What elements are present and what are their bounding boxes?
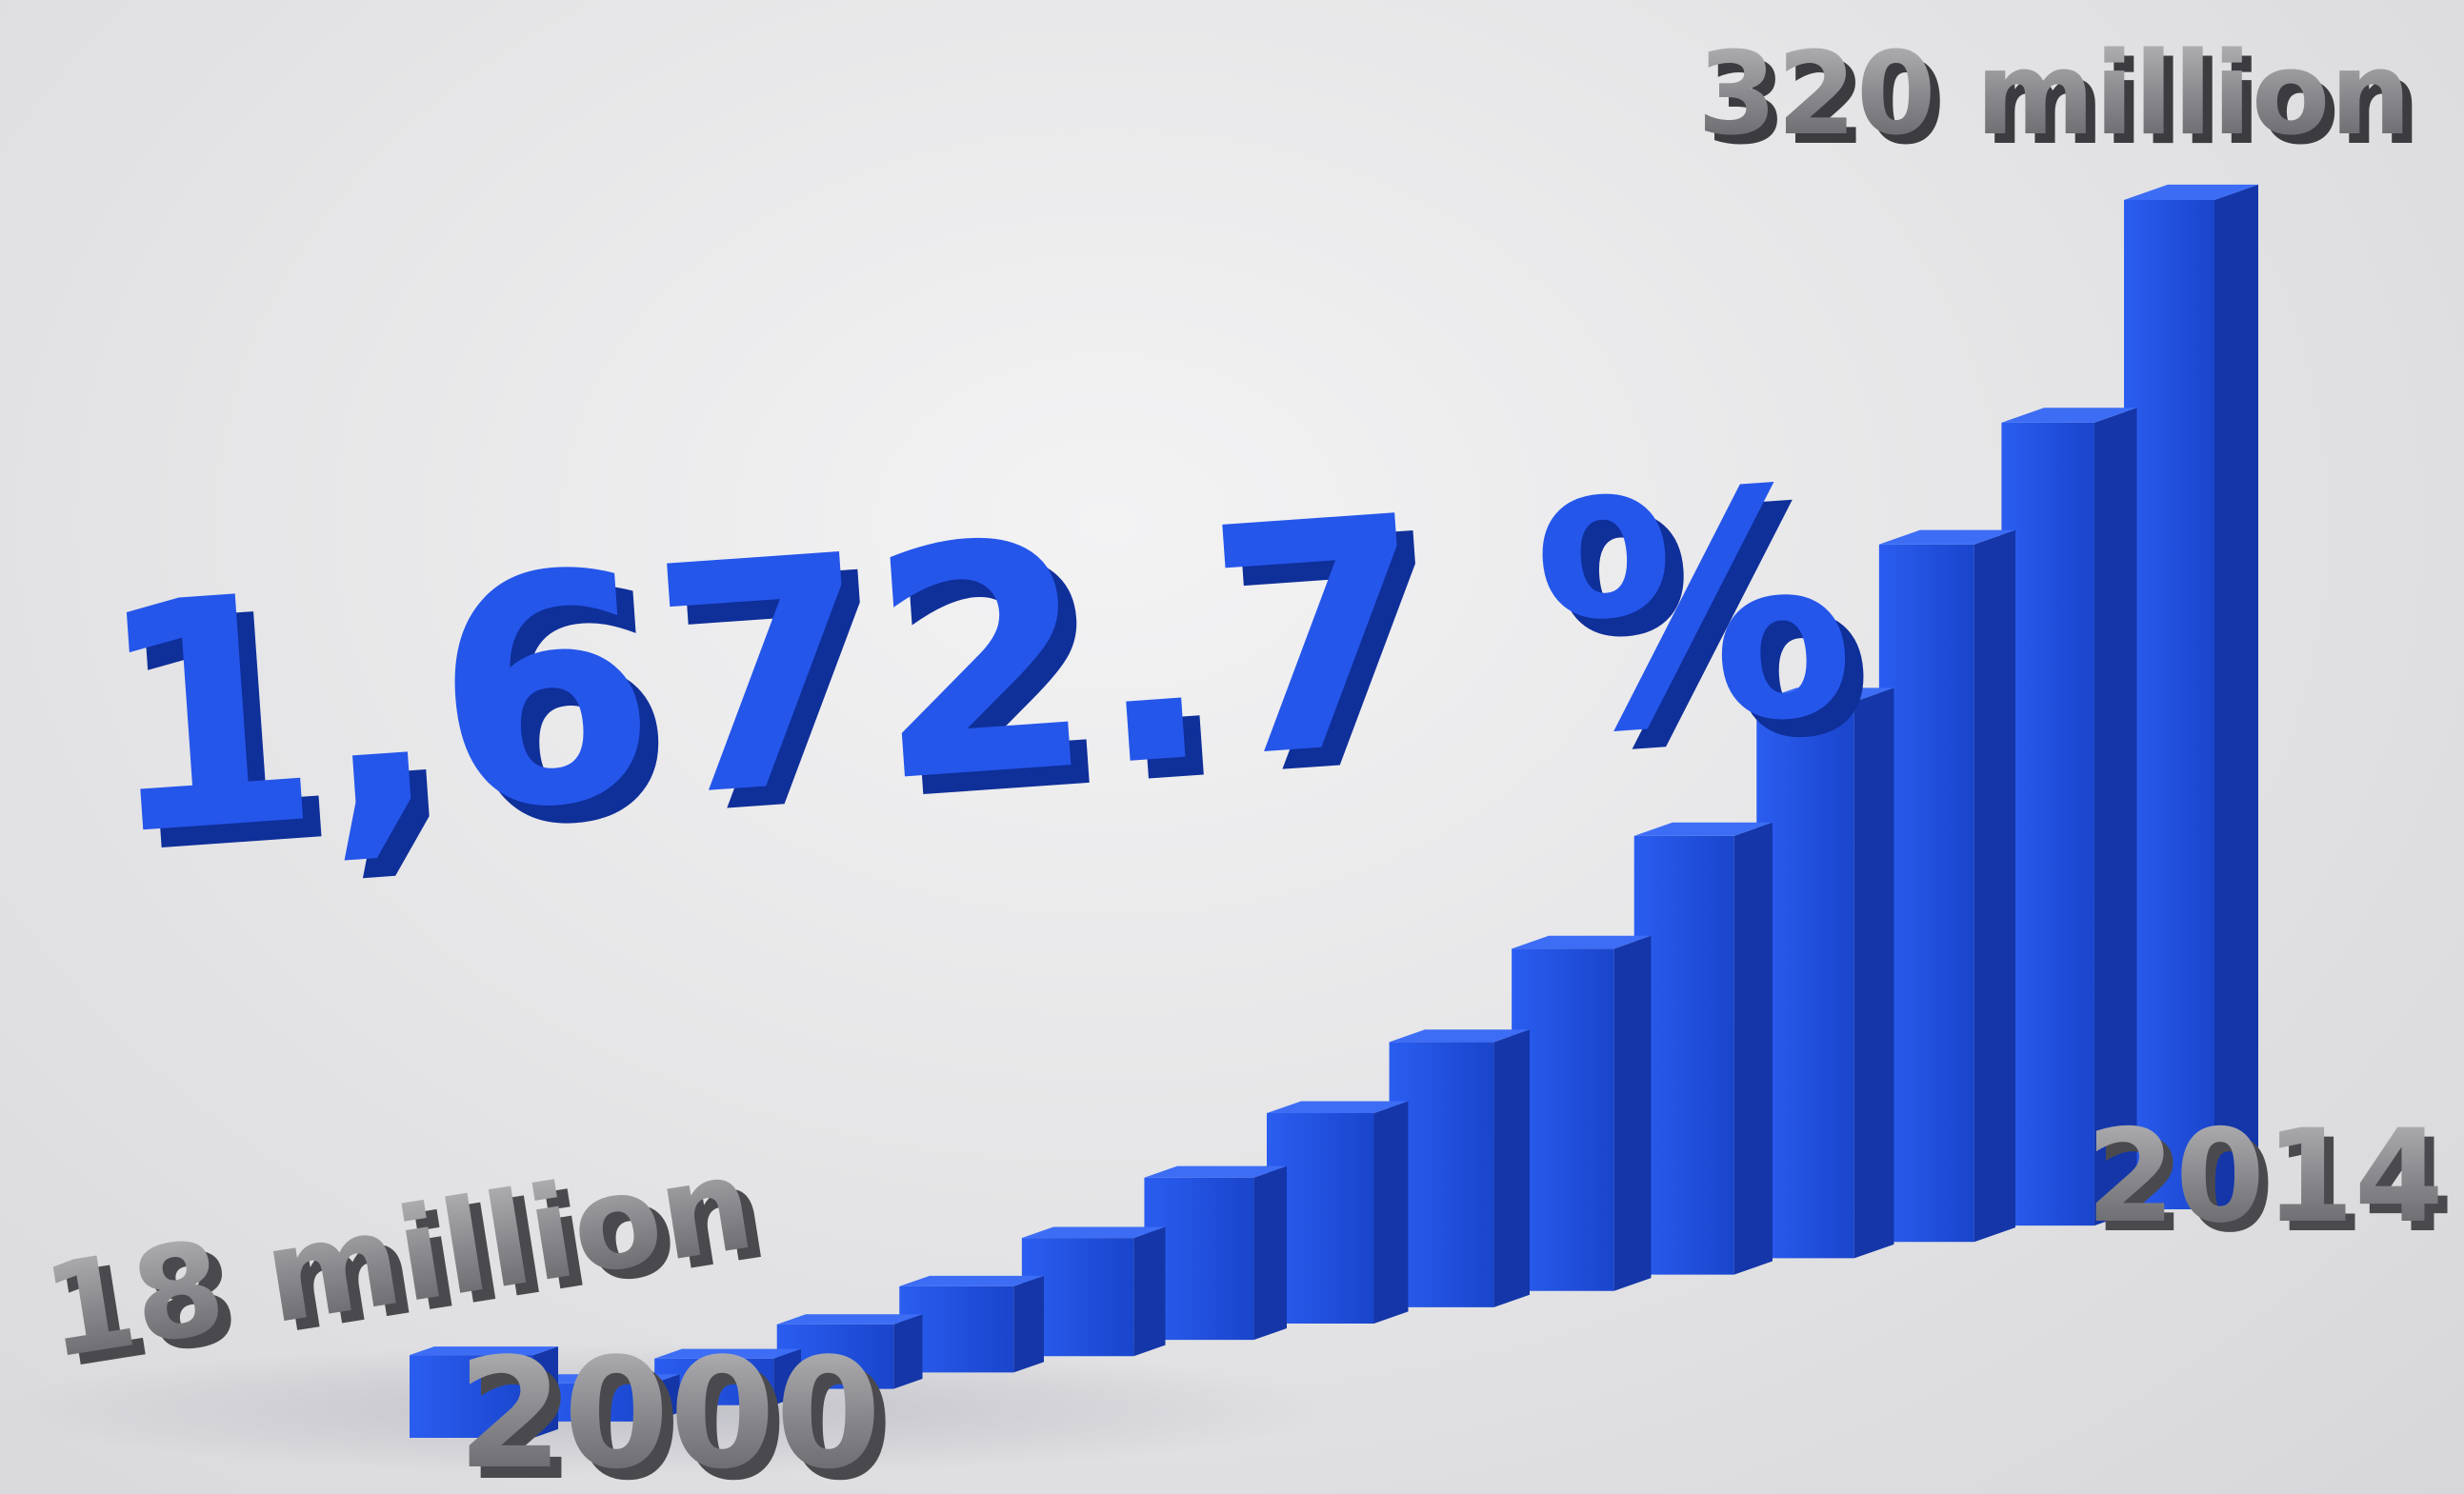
- bar-front: [1021, 1238, 1134, 1357]
- bar-front: [1389, 1042, 1494, 1307]
- end-value-label: 320 million 320 million: [1697, 29, 2421, 170]
- bar-top: [654, 1348, 801, 1359]
- growth-percent-text: 1,672.7 %: [86, 419, 1864, 906]
- bar-2009: [1512, 935, 1652, 1291]
- bar-side: [653, 1374, 680, 1422]
- bar-front: [654, 1358, 774, 1405]
- bar-side: [1373, 1101, 1409, 1324]
- bar-2012: [1878, 529, 2015, 1243]
- start-year-text: 2000: [457, 1325, 881, 1494]
- bar-top: [1512, 935, 1652, 949]
- bar-side: [1973, 529, 2015, 1243]
- bar-top: [2001, 408, 2137, 423]
- bar-top: [1144, 1165, 1287, 1178]
- end-year-text: 2014: [2086, 1102, 2444, 1251]
- bar-top: [899, 1275, 1044, 1286]
- bar-side: [2093, 408, 2137, 1226]
- bar-2008: [1389, 1029, 1530, 1307]
- bar-2013: [2001, 408, 2137, 1226]
- bar-side: [893, 1314, 923, 1389]
- bar-group: [410, 184, 2258, 1438]
- bar-2010: [1633, 822, 1773, 1275]
- end-value-extrude: 320 million: [1707, 38, 2421, 170]
- bar-2007: [1267, 1101, 1409, 1324]
- bar-side: [1613, 935, 1652, 1291]
- bar-2000: [410, 1346, 558, 1438]
- bar-front: [1633, 835, 1734, 1275]
- bar-top: [410, 1346, 558, 1356]
- bar-top: [776, 1314, 923, 1325]
- bar-2001: [531, 1374, 680, 1422]
- bar-2002: [654, 1348, 801, 1405]
- bar-2005: [1021, 1226, 1166, 1357]
- bar-front: [1144, 1177, 1254, 1341]
- bar-front: [1756, 702, 1854, 1259]
- bar-front: [531, 1383, 654, 1422]
- bar-top: [1756, 687, 1894, 703]
- bar-side: [1133, 1226, 1166, 1357]
- bar-side: [533, 1346, 558, 1438]
- bar-2003: [776, 1314, 923, 1389]
- bar-2004: [899, 1275, 1044, 1373]
- bar-top: [2124, 184, 2258, 200]
- growth-percent-label: 1,672.7 % 1,672.7 %: [86, 419, 1882, 924]
- end-value-text: 320 million: [1697, 29, 2412, 161]
- bar-top: [1878, 529, 2015, 545]
- bar-front: [1267, 1113, 1374, 1324]
- bar-side: [1253, 1165, 1287, 1341]
- bar-front: [2124, 200, 2214, 1209]
- bar-2014: [2124, 184, 2258, 1209]
- start-year-label: 2000 2000: [457, 1325, 892, 1494]
- bar-front: [776, 1324, 894, 1389]
- bar-side: [1493, 1029, 1530, 1307]
- bar-front: [2001, 422, 2094, 1226]
- bar-top: [1021, 1226, 1166, 1239]
- bar-top: [1633, 822, 1773, 836]
- bar-top: [1389, 1029, 1530, 1043]
- start-year-extrude: 2000: [469, 1336, 892, 1494]
- bar-side: [773, 1348, 801, 1405]
- bar-front: [410, 1355, 533, 1438]
- end-year-extrude: 2014: [2095, 1111, 2454, 1261]
- bar-2006: [1144, 1165, 1287, 1341]
- bar-front: [899, 1285, 1014, 1373]
- bar-top: [1267, 1101, 1409, 1114]
- bar-front: [1512, 948, 1614, 1291]
- bar-top: [531, 1374, 680, 1384]
- bar-side: [1853, 687, 1894, 1259]
- bar-front: [1878, 544, 1974, 1243]
- bar-2011: [1756, 687, 1894, 1259]
- bar-side: [2214, 184, 2258, 1209]
- bar-side: [1013, 1275, 1044, 1373]
- end-year-label: 2014 2014: [2086, 1102, 2454, 1261]
- bar-side: [1733, 822, 1773, 1275]
